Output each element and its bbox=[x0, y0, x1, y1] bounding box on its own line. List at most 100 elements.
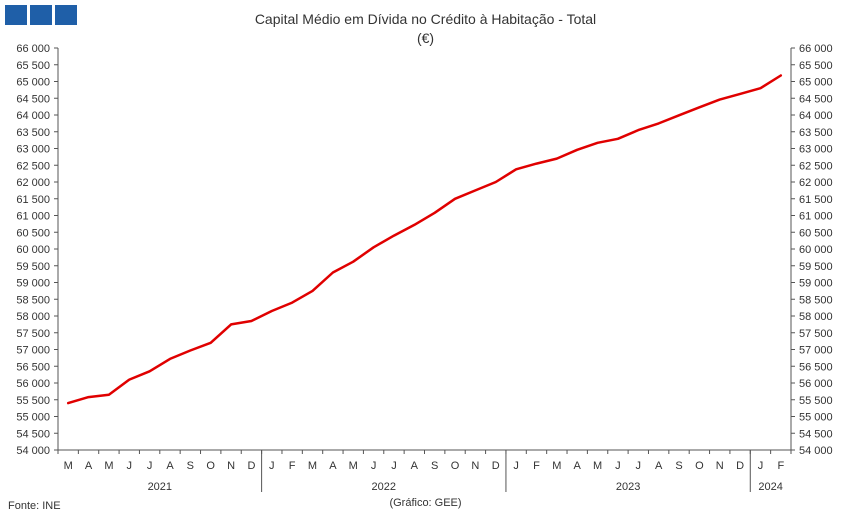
x-month-label: M bbox=[104, 460, 113, 472]
x-month-label: A bbox=[166, 460, 174, 472]
x-month-label: J bbox=[371, 460, 377, 472]
x-month-label: D bbox=[247, 460, 255, 472]
y-tick-label-right: 57 500 bbox=[799, 328, 833, 340]
y-tick-label-right: 61 500 bbox=[799, 194, 833, 206]
source-label: Fonte: INE bbox=[8, 500, 61, 512]
x-month-label: A bbox=[329, 460, 337, 472]
chart-subtitle: (€) bbox=[416, 30, 435, 46]
y-tick-label-right: 63 500 bbox=[799, 127, 833, 139]
x-year-label: 2022 bbox=[372, 481, 396, 493]
series-line bbox=[66, 74, 783, 405]
y-tick-label-left: 64 500 bbox=[16, 93, 50, 105]
y-tick-label-right: 56 000 bbox=[799, 378, 833, 390]
x-month-label: J bbox=[269, 460, 275, 472]
x-year-label: 2021 bbox=[148, 481, 172, 493]
y-tick-label-right: 54 000 bbox=[799, 445, 833, 457]
logo-square-1 bbox=[5, 5, 27, 25]
y-tick-label-left: 61 500 bbox=[16, 194, 50, 206]
y-tick-label-left: 56 000 bbox=[16, 378, 50, 390]
x-month-label: O bbox=[206, 460, 215, 472]
x-month-label: A bbox=[574, 460, 582, 472]
x-month-label: S bbox=[431, 460, 438, 472]
y-tick-label-left: 65 500 bbox=[16, 60, 50, 72]
y-tick-label-left: 54 500 bbox=[16, 428, 50, 440]
x-month-label: S bbox=[675, 460, 682, 472]
y-tick-label-right: 65 500 bbox=[799, 60, 833, 72]
y-tick-label-right: 55 000 bbox=[799, 412, 833, 424]
x-month-label: A bbox=[655, 460, 663, 472]
chart-credit: (Gráfico: GEE) bbox=[389, 497, 462, 509]
x-month-label: M bbox=[552, 460, 561, 472]
y-tick-label-right: 61 000 bbox=[799, 211, 833, 223]
y-tick-label-right: 62 500 bbox=[799, 160, 833, 172]
y-tick-label-right: 56 500 bbox=[799, 361, 833, 373]
y-tick-label-left: 62 000 bbox=[16, 177, 50, 189]
x-month-label: N bbox=[227, 460, 235, 472]
y-tick-label-right: 60 000 bbox=[799, 244, 833, 256]
y-tick-label-left: 63 000 bbox=[16, 144, 50, 156]
y-tick-label-right: 54 500 bbox=[799, 428, 833, 440]
y-tick-label-right: 59 000 bbox=[799, 278, 833, 290]
y-tick-label-right: 60 500 bbox=[799, 227, 833, 239]
chart-title: Capital Médio em Dívida no Crédito à Hab… bbox=[254, 11, 597, 27]
y-tick-label-right: 64 500 bbox=[799, 93, 833, 105]
y-tick-label-right: 58 000 bbox=[799, 311, 833, 323]
y-tick-label-left: 62 500 bbox=[16, 160, 50, 172]
x-month-label: J bbox=[127, 460, 133, 472]
x-month-label: F bbox=[289, 460, 296, 472]
y-tick-label-left: 55 500 bbox=[16, 395, 50, 407]
y-tick-label-left: 58 500 bbox=[16, 294, 50, 306]
x-month-label: N bbox=[716, 460, 724, 472]
y-tick-label-left: 59 500 bbox=[16, 261, 50, 273]
x-month-label: F bbox=[533, 460, 540, 472]
y-tick-label-right: 65 000 bbox=[799, 77, 833, 89]
x-month-label: D bbox=[492, 460, 500, 472]
x-month-label: D bbox=[736, 460, 744, 472]
x-month-label: M bbox=[593, 460, 602, 472]
x-year-label: 2023 bbox=[616, 481, 640, 493]
logo-square-2 bbox=[30, 5, 52, 25]
y-tick-label-left: 57 500 bbox=[16, 328, 50, 340]
y-tick-label-left: 55 000 bbox=[16, 412, 50, 424]
x-month-label: A bbox=[85, 460, 93, 472]
y-tick-label-right: 58 500 bbox=[799, 294, 833, 306]
x-month-label: O bbox=[695, 460, 704, 472]
x-month-label: J bbox=[513, 460, 519, 472]
x-month-label: J bbox=[147, 460, 153, 472]
x-month-label: O bbox=[451, 460, 460, 472]
y-tick-label-left: 60 500 bbox=[16, 227, 50, 239]
y-tick-label-left: 56 500 bbox=[16, 361, 50, 373]
y-tick-label-left: 59 000 bbox=[16, 278, 50, 290]
y-tick-label-left: 60 000 bbox=[16, 244, 50, 256]
y-tick-label-left: 63 500 bbox=[16, 127, 50, 139]
y-tick-label-left: 58 000 bbox=[16, 311, 50, 323]
y-tick-label-left: 61 000 bbox=[16, 211, 50, 223]
x-month-label: A bbox=[411, 460, 419, 472]
y-tick-label-right: 57 000 bbox=[799, 345, 833, 357]
logo-square-3 bbox=[55, 5, 77, 25]
x-month-label: S bbox=[187, 460, 194, 472]
y-tick-label-right: 64 000 bbox=[799, 110, 833, 122]
y-tick-label-left: 64 000 bbox=[16, 110, 50, 122]
x-month-label: M bbox=[64, 460, 73, 472]
y-tick-label-right: 55 500 bbox=[799, 395, 833, 407]
x-month-label: J bbox=[636, 460, 642, 472]
y-tick-label-right: 66 000 bbox=[799, 43, 833, 55]
x-month-label: M bbox=[308, 460, 317, 472]
x-year-label: 2024 bbox=[758, 481, 782, 493]
y-tick-label-left: 57 000 bbox=[16, 345, 50, 357]
x-month-label: F bbox=[777, 460, 784, 472]
x-month-label: J bbox=[758, 460, 764, 472]
y-tick-label-right: 59 500 bbox=[799, 261, 833, 273]
y-tick-label-left: 66 000 bbox=[16, 43, 50, 55]
ine-logo-icon bbox=[5, 5, 77, 25]
x-month-label: N bbox=[471, 460, 479, 472]
x-month-label: J bbox=[391, 460, 397, 472]
y-tick-label-left: 65 000 bbox=[16, 77, 50, 89]
x-month-label: J bbox=[615, 460, 621, 472]
y-tick-label-left: 54 000 bbox=[16, 445, 50, 457]
y-tick-label-right: 63 000 bbox=[799, 144, 833, 156]
y-tick-label-right: 62 000 bbox=[799, 177, 833, 189]
x-month-label: M bbox=[349, 460, 358, 472]
